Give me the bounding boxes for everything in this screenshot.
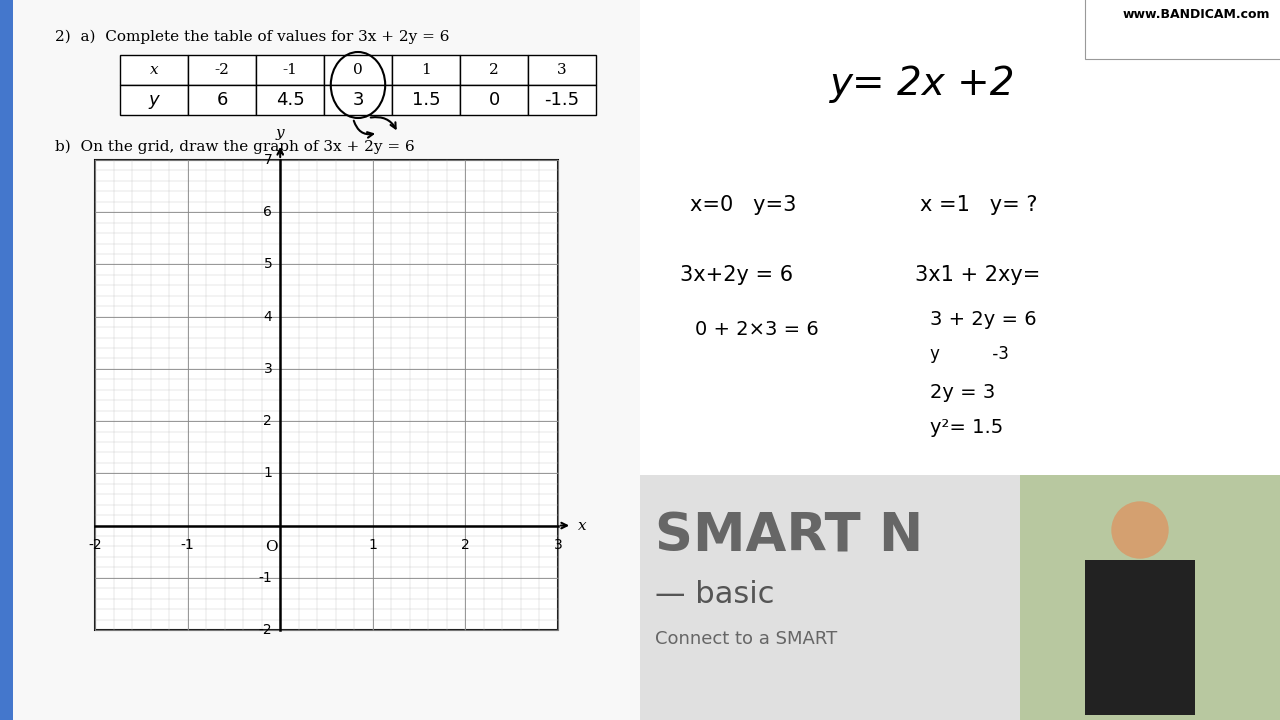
Text: -1: -1 <box>259 571 273 585</box>
Text: x: x <box>150 63 159 77</box>
FancyBboxPatch shape <box>640 0 1280 720</box>
FancyBboxPatch shape <box>120 55 188 85</box>
FancyBboxPatch shape <box>188 55 256 85</box>
Text: 6: 6 <box>216 91 228 109</box>
Text: 7: 7 <box>264 153 273 167</box>
Text: x: x <box>579 518 586 533</box>
Text: 2)  a)  Complete the table of values for 3x + 2y = 6: 2) a) Complete the table of values for 3… <box>55 30 449 45</box>
FancyBboxPatch shape <box>256 55 324 85</box>
Text: 3: 3 <box>554 538 562 552</box>
FancyBboxPatch shape <box>256 85 324 115</box>
Text: y: y <box>276 126 284 140</box>
FancyBboxPatch shape <box>392 55 460 85</box>
Text: 3: 3 <box>352 91 364 109</box>
Text: — basic: — basic <box>655 580 774 609</box>
Text: b)  On the grid, draw the graph of 3x + 2y = 6: b) On the grid, draw the graph of 3x + 2… <box>55 140 415 154</box>
FancyBboxPatch shape <box>460 55 529 85</box>
Text: 2: 2 <box>489 63 499 77</box>
FancyBboxPatch shape <box>324 55 392 85</box>
FancyBboxPatch shape <box>13 0 640 720</box>
FancyBboxPatch shape <box>1085 560 1196 715</box>
FancyBboxPatch shape <box>529 85 596 115</box>
Text: 3 + 2y = 6: 3 + 2y = 6 <box>931 310 1037 329</box>
FancyBboxPatch shape <box>120 85 188 115</box>
FancyBboxPatch shape <box>95 160 558 630</box>
Text: y= 2x +2: y= 2x +2 <box>829 65 1015 103</box>
Text: 5: 5 <box>264 258 273 271</box>
FancyBboxPatch shape <box>188 85 256 115</box>
Text: 4.5: 4.5 <box>275 91 305 109</box>
Text: Connect to a SMART: Connect to a SMART <box>655 630 837 648</box>
Text: 1: 1 <box>264 467 273 480</box>
Text: 2: 2 <box>461 538 470 552</box>
Text: 4: 4 <box>264 310 273 324</box>
Text: -2: -2 <box>259 623 273 637</box>
Text: 1: 1 <box>421 63 431 77</box>
Text: y          -3: y -3 <box>931 345 1009 363</box>
Text: 1: 1 <box>369 538 378 552</box>
Text: 2y = 3: 2y = 3 <box>931 383 996 402</box>
Circle shape <box>1112 502 1169 558</box>
Text: -2: -2 <box>215 63 229 77</box>
Text: SMART N: SMART N <box>655 510 923 562</box>
Text: y: y <box>148 91 159 109</box>
Text: -1.5: -1.5 <box>544 91 580 109</box>
Text: x =1   y= ?: x =1 y= ? <box>920 195 1038 215</box>
Text: 6: 6 <box>264 205 273 219</box>
FancyBboxPatch shape <box>460 85 529 115</box>
Text: -2: -2 <box>88 538 102 552</box>
Text: x=0   y=3: x=0 y=3 <box>690 195 796 215</box>
FancyBboxPatch shape <box>1020 475 1280 720</box>
Text: 3x1 + 2xy=: 3x1 + 2xy= <box>915 265 1041 285</box>
Text: -1: -1 <box>283 63 297 77</box>
Text: 0: 0 <box>489 91 499 109</box>
Text: y²= 1.5: y²= 1.5 <box>931 418 1004 437</box>
Text: 3: 3 <box>264 362 273 376</box>
Text: 3: 3 <box>557 63 567 77</box>
FancyBboxPatch shape <box>0 0 13 720</box>
Text: www.BANDICAM.com: www.BANDICAM.com <box>1123 8 1270 21</box>
FancyBboxPatch shape <box>324 85 392 115</box>
FancyBboxPatch shape <box>392 85 460 115</box>
Text: -1: -1 <box>180 538 195 552</box>
FancyBboxPatch shape <box>640 475 1020 720</box>
FancyBboxPatch shape <box>529 55 596 85</box>
Text: O: O <box>265 539 278 554</box>
Text: 2: 2 <box>264 414 273 428</box>
Text: 0: 0 <box>353 63 362 77</box>
Text: 3x+2y = 6: 3x+2y = 6 <box>680 265 794 285</box>
Text: 0 + 2×3 = 6: 0 + 2×3 = 6 <box>695 320 819 339</box>
Text: 1.5: 1.5 <box>412 91 440 109</box>
